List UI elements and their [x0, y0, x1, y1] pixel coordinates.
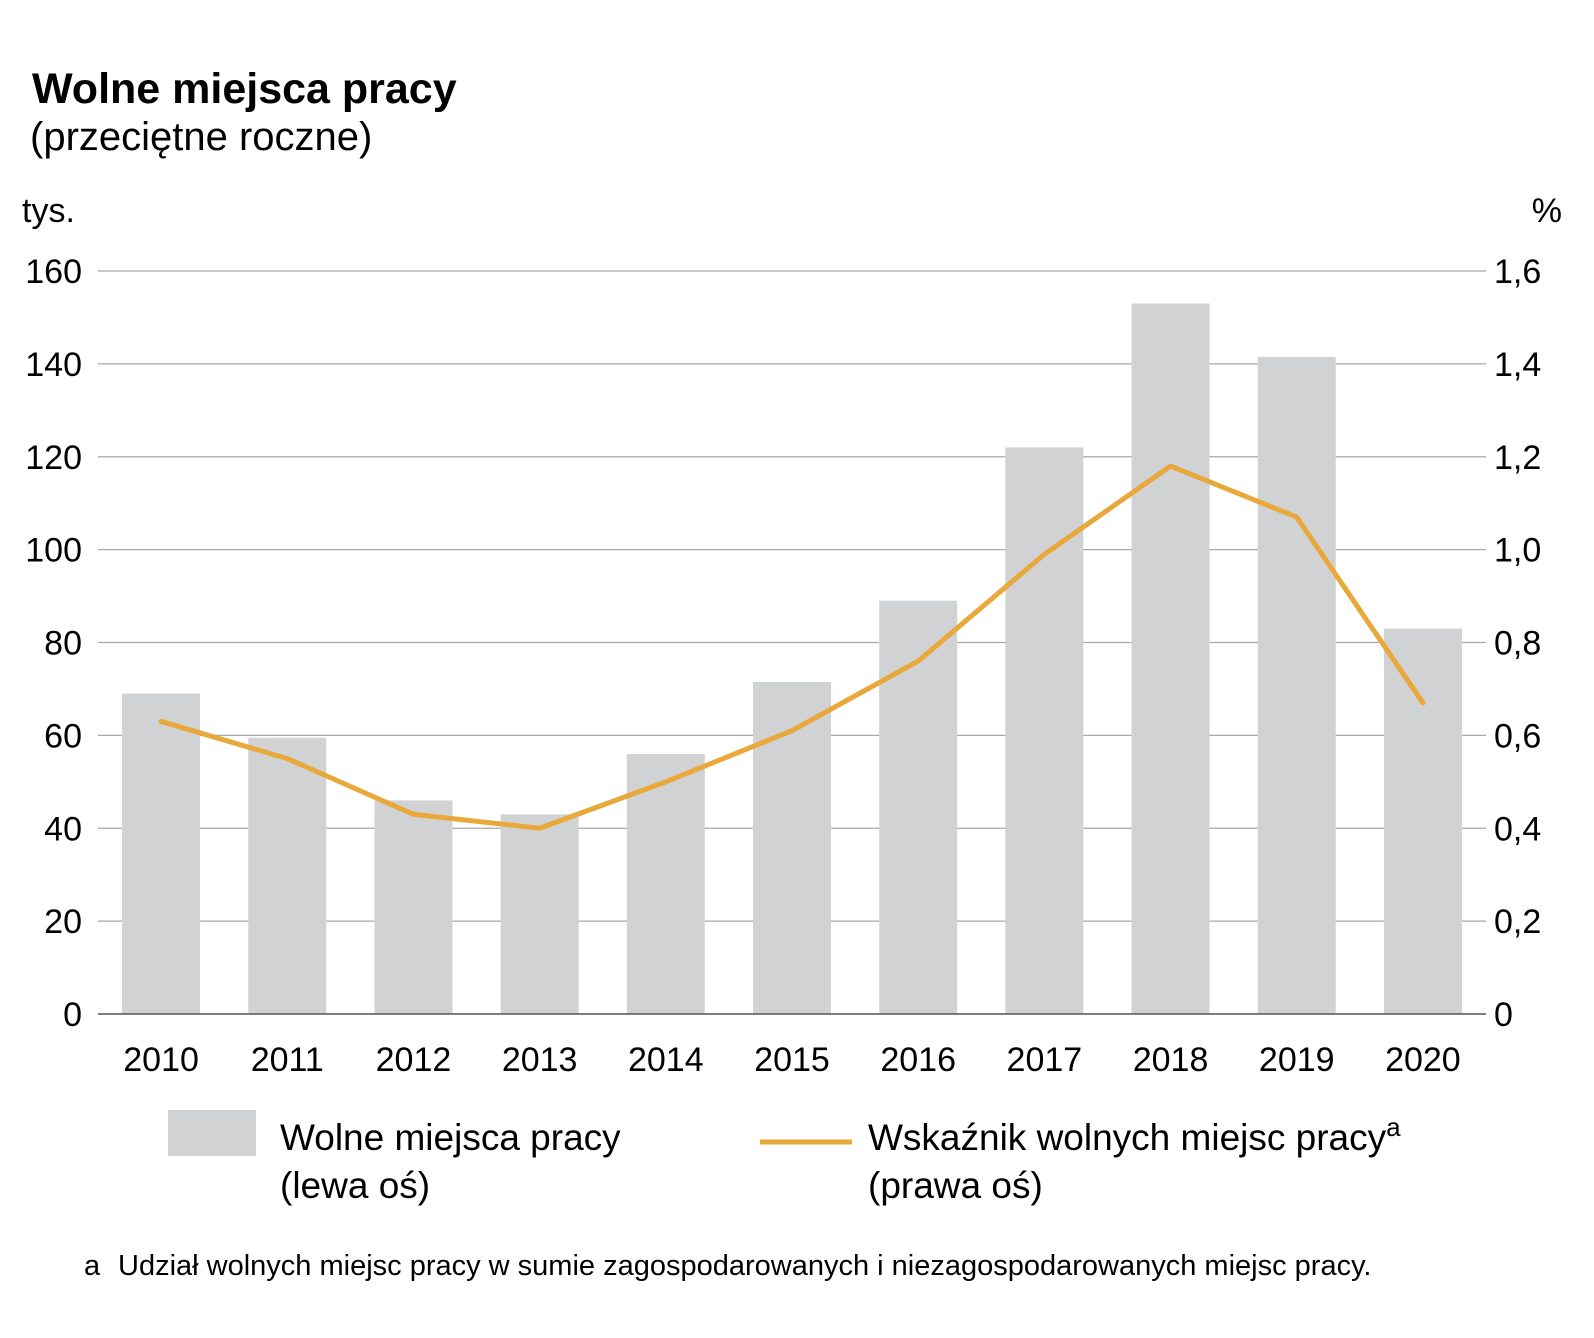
- bar: [1257, 356, 1336, 1014]
- left-tick-label: 40: [44, 810, 82, 848]
- x-tick-label: 2020: [1385, 1041, 1461, 1079]
- right-tick-label: 0,8: [1494, 625, 1541, 663]
- right-axis-ticks: 0 0,2 0,4 0,6 0,8 1,0 1,2 1,4 1,6: [1494, 253, 1541, 1034]
- x-axis-ticks: 2010 2011 2012 2013 2014 2015 2016 2017 2018 2019…: [123, 1041, 1460, 1079]
- left-axis-ticks: 0 20 40 60 80 100 120 140 160: [25, 253, 82, 1034]
- left-tick-label: 140: [25, 346, 82, 384]
- left-axis-unit: tys.: [22, 192, 75, 230]
- legend-bar-sublabel: (lewa oś): [280, 1165, 430, 1206]
- right-tick-label: 1,2: [1494, 439, 1541, 477]
- bar: [626, 753, 705, 1014]
- x-tick-label: 2015: [754, 1041, 830, 1079]
- bar: [248, 737, 327, 1014]
- legend-bar-swatch: [168, 1110, 256, 1156]
- left-tick-label: 100: [25, 532, 82, 570]
- right-tick-label: 1,6: [1494, 253, 1541, 291]
- x-tick-label: 2011: [251, 1041, 324, 1079]
- chart-subtitle: (przeciętne roczne): [30, 115, 372, 159]
- bar: [374, 800, 453, 1014]
- right-tick-label: 0,6: [1494, 717, 1541, 755]
- bar: [753, 681, 831, 1014]
- x-tick-label: 2018: [1133, 1041, 1209, 1079]
- left-tick-label: 20: [44, 903, 82, 941]
- x-tick-label: 2017: [1007, 1041, 1083, 1079]
- bar: [879, 600, 958, 1014]
- chart-title: Wolne miejsca pracy: [32, 65, 457, 113]
- right-tick-label: 0,2: [1494, 903, 1541, 941]
- right-tick-label: 1,4: [1494, 346, 1541, 384]
- left-tick-label: 120: [25, 439, 82, 477]
- bar: [500, 814, 579, 1014]
- bar-series: [122, 303, 1462, 1015]
- right-tick-label: 0: [1494, 996, 1513, 1034]
- bar: [1383, 628, 1462, 1014]
- legend-line-sublabel: (prawa oś): [868, 1165, 1043, 1206]
- x-tick-label: 2010: [123, 1041, 199, 1079]
- legend-bar-label: Wolne miejsca pracy: [280, 1117, 621, 1158]
- x-tick-label: 2016: [880, 1041, 956, 1079]
- bar: [1131, 303, 1210, 1015]
- bar: [1005, 447, 1084, 1014]
- bar: [122, 693, 201, 1014]
- left-tick-label: 160: [25, 253, 82, 291]
- rate-line: [158, 463, 1426, 831]
- x-tick-label: 2012: [376, 1041, 452, 1079]
- footnote-marker: a: [84, 1250, 101, 1282]
- right-tick-label: 0,4: [1494, 810, 1541, 848]
- left-tick-label: 80: [44, 625, 82, 663]
- x-tick-label: 2013: [502, 1041, 578, 1079]
- right-tick-label: 1,0: [1494, 532, 1541, 570]
- right-axis-unit: %: [1532, 192, 1562, 230]
- legend-line-label: Wskaźnik wolnych miejsc pracya: [868, 1112, 1401, 1158]
- x-tick-label: 2014: [628, 1041, 704, 1079]
- left-tick-label: 60: [44, 717, 82, 755]
- footnote: Udział wolnych miejsc pracy w sumie zago…: [118, 1250, 1371, 1282]
- legend-line-superscript: a: [1386, 1112, 1401, 1142]
- x-tick-label: 2019: [1259, 1041, 1335, 1079]
- legend-line-label-text: Wskaźnik wolnych miejsc pracy: [868, 1117, 1387, 1158]
- left-tick-label: 0: [63, 996, 82, 1034]
